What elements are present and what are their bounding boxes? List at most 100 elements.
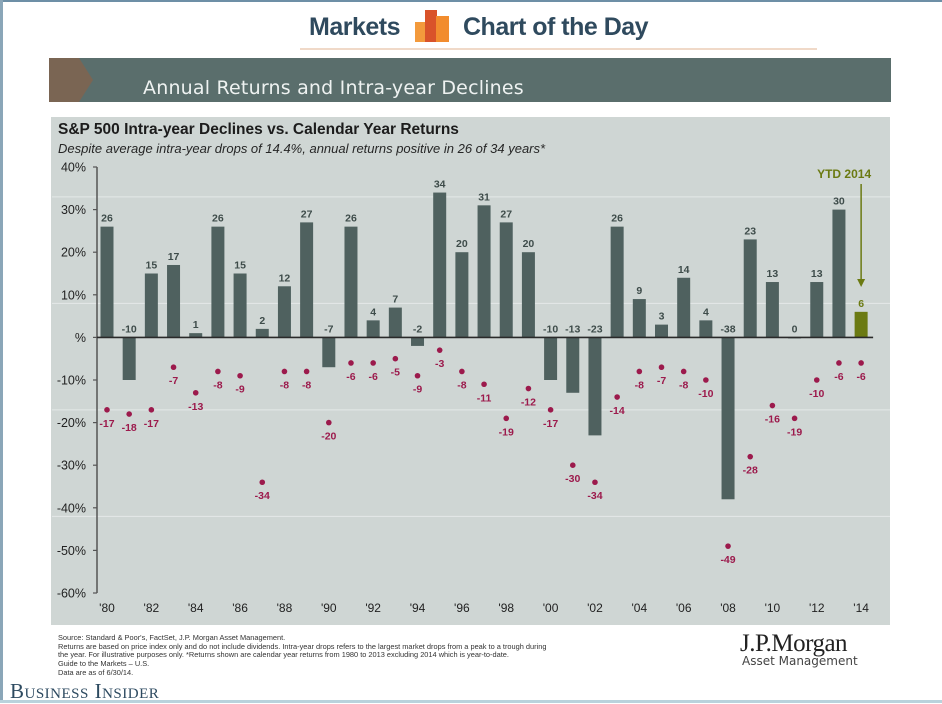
header-markets-label: Markets (309, 13, 401, 41)
decline-label: -10 (809, 388, 824, 400)
return-label: 13 (767, 268, 779, 280)
return-label: 4 (703, 306, 709, 318)
decline-point (769, 402, 776, 409)
decline-label: -3 (435, 358, 444, 370)
return-bar (122, 337, 136, 380)
return-bar (721, 337, 735, 500)
y-tick-label: -30% (57, 459, 86, 473)
x-tick-label: '04 (631, 601, 647, 615)
jpmorgan-logo: J.P.Morgan (740, 630, 848, 657)
x-tick-label: '82 (144, 601, 160, 615)
decline-label: -30 (565, 473, 580, 485)
footnote-source: Source: Standard & Poor's, FactSet, J.P.… (58, 633, 286, 642)
y-tick-label: 40% (61, 161, 86, 175)
frame-left-border (0, 0, 3, 703)
return-bar (322, 337, 336, 368)
return-bar (433, 192, 447, 338)
decline-point (858, 360, 864, 366)
return-bar (211, 226, 225, 338)
decline-label: -34 (587, 490, 602, 502)
decline-point (636, 368, 643, 375)
decline-label: -34 (255, 490, 270, 502)
return-bar (632, 299, 646, 338)
return-label: 26 (345, 213, 357, 225)
return-label: -13 (565, 323, 580, 335)
return-bar (300, 222, 314, 338)
decline-point (459, 368, 465, 375)
decline-point (303, 368, 310, 375)
return-label: 31 (478, 191, 490, 203)
return-label: 34 (434, 179, 446, 191)
return-bar (854, 311, 868, 338)
decline-point (148, 407, 155, 413)
return-bar (610, 226, 624, 338)
decline-label: -17 (99, 418, 114, 430)
decline-point (836, 360, 842, 366)
decline-label: -6 (346, 371, 355, 383)
decline-label: -7 (169, 375, 178, 387)
return-label: 20 (456, 238, 468, 250)
x-tick-label: '14 (853, 601, 869, 615)
return-bar (100, 226, 114, 338)
decline-label: -8 (679, 379, 688, 391)
return-bar (189, 333, 203, 338)
return-bar (255, 328, 269, 338)
chart-panel (51, 117, 890, 625)
y-tick-label: -50% (57, 544, 86, 558)
return-bar (765, 282, 779, 338)
return-label: 0 (792, 323, 798, 335)
decline-label: -9 (235, 384, 244, 396)
return-bar (144, 273, 158, 338)
decline-point (414, 372, 421, 379)
return-bar (455, 252, 469, 338)
decline-label: -6 (856, 371, 865, 383)
y-tick-label: -20% (57, 416, 86, 430)
x-tick-label: '00 (543, 601, 559, 615)
decline-point (481, 381, 487, 388)
return-label: 17 (168, 251, 180, 263)
x-tick-label: '88 (277, 601, 293, 615)
decline-label: -5 (391, 367, 400, 379)
return-bar (499, 222, 513, 338)
footnote-note-line2: the year. For illustrative purposes only… (58, 650, 509, 659)
return-bar (810, 282, 824, 338)
return-bar (411, 337, 425, 346)
decline-point (725, 543, 731, 549)
x-tick-label: '08 (720, 601, 736, 615)
ytd-arrow-head-icon (857, 279, 866, 287)
return-label: 26 (101, 213, 113, 225)
ytd-annotation-label: YTD 2014 (817, 167, 871, 181)
decline-point (237, 372, 243, 379)
decline-point (104, 407, 110, 413)
x-tick-label: '80 (99, 601, 115, 615)
decline-label: -20 (321, 431, 336, 443)
decline-point (680, 368, 687, 375)
return-label: 1 (193, 319, 199, 331)
x-tick-label: '86 (232, 601, 248, 615)
decline-label: -16 (765, 414, 780, 426)
header-chart-of-the-day-label: Chart of the Day (463, 13, 649, 41)
return-label: 15 (234, 260, 246, 272)
footnote-data-date: Data are as of 6/30/14. (58, 668, 134, 677)
y-tick-label: 20% (61, 246, 86, 260)
decline-label: -28 (743, 465, 758, 477)
chart-title: S&P 500 Intra-year Declines vs. Calendar… (58, 121, 459, 138)
footnote-guide: Guide to the Markets – U.S. (58, 659, 150, 668)
decline-label: -7 (657, 375, 666, 387)
return-bar (477, 205, 491, 338)
decline-point (592, 479, 598, 486)
y-tick-label: 10% (61, 288, 86, 302)
decline-label: -11 (477, 392, 492, 404)
decline-label: -8 (635, 379, 644, 391)
decline-label: -17 (144, 418, 159, 430)
decline-point (703, 377, 709, 383)
decline-point (348, 360, 354, 366)
x-tick-label: '96 (454, 601, 470, 615)
return-bar (588, 337, 602, 436)
frame-top-border (0, 0, 942, 2)
return-bar (344, 226, 358, 338)
return-label: 15 (146, 260, 158, 272)
banner-title: Annual Returns and Intra-year Declines (143, 77, 524, 99)
footnote-note-line1: Returns are based on price index only an… (58, 642, 547, 651)
decline-point (614, 394, 620, 400)
